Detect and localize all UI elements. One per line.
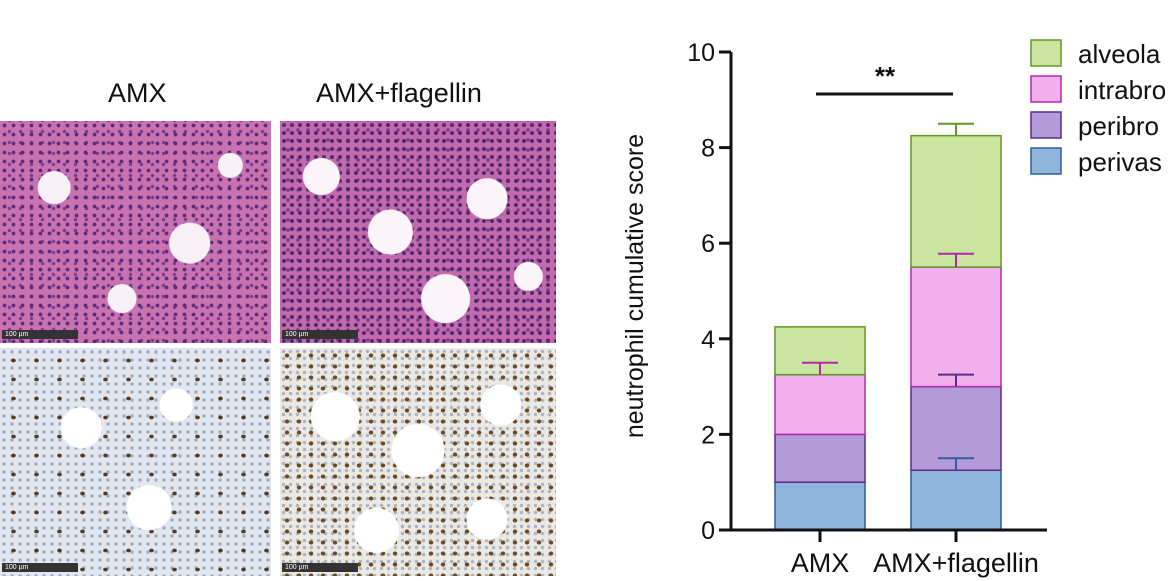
axes-group: 0 2 4 6 8 10 AMX AMX+flagellin xyxy=(687,39,1047,578)
significance-annotation: ** xyxy=(875,61,896,91)
micrograph-ihc-amx-flagellin: 100 µm xyxy=(280,348,556,576)
bar-perivas-0 xyxy=(774,481,866,531)
legend-label-perivas: perivas xyxy=(1078,147,1162,177)
bars-group xyxy=(774,134,1002,531)
scale-label: 100 µm xyxy=(285,331,309,338)
micrograph-he-amx: 100 µm xyxy=(0,121,271,343)
scale-bar: 100 µm xyxy=(2,563,78,572)
legend-group: alveola intrabro peribro perivas xyxy=(1030,39,1166,177)
legend-label-alveola: alveola xyxy=(1078,39,1161,69)
y-tick-label-2: 2 xyxy=(701,421,715,449)
scale-label: 100 µm xyxy=(285,564,309,571)
scale-label: 100 µm xyxy=(5,331,29,338)
y-tick-label-4: 4 xyxy=(701,326,715,354)
bar-intrabro-1 xyxy=(910,266,1002,388)
bar-peribro-0 xyxy=(774,433,866,483)
bar-alveola-1 xyxy=(910,134,1002,268)
legend-swatch-perivas xyxy=(1030,147,1062,175)
x-tick-label-1: AMX+flagellin xyxy=(873,548,1039,578)
scale-bar: 100 µm xyxy=(2,330,78,339)
y-tick-label-8: 8 xyxy=(701,135,715,163)
micrograph-he-amx-flagellin: 100 µm xyxy=(280,121,556,343)
legend-swatch-peribro xyxy=(1030,111,1062,139)
micrograph-ihc-amx: 100 µm xyxy=(0,348,271,576)
scale-bar: 100 µm xyxy=(282,330,358,339)
bar-intrabro-0 xyxy=(774,373,866,436)
error-bars-group xyxy=(802,122,974,471)
y-axis-label: neutrophil cumulative score xyxy=(621,134,649,438)
micrograph-title-amx-flagellin: AMX+flagellin xyxy=(316,78,482,108)
legend-swatch-intrabro xyxy=(1030,75,1062,103)
legend-label-intrabro: intrabro xyxy=(1078,75,1166,105)
y-tick-label-6: 6 xyxy=(701,230,715,258)
bar-perivas-1 xyxy=(910,469,1002,531)
x-tick-label-0: AMX xyxy=(791,548,850,578)
y-tick-label-0: 0 xyxy=(701,517,715,545)
scale-label: 100 µm xyxy=(5,564,29,571)
micrograph-title-amx: AMX xyxy=(108,78,167,108)
scale-bar: 100 µm xyxy=(282,563,358,572)
y-tick-label-10: 10 xyxy=(687,39,715,67)
legend-swatch-alveola xyxy=(1030,39,1062,67)
legend-label-peribro: peribro xyxy=(1078,111,1159,141)
